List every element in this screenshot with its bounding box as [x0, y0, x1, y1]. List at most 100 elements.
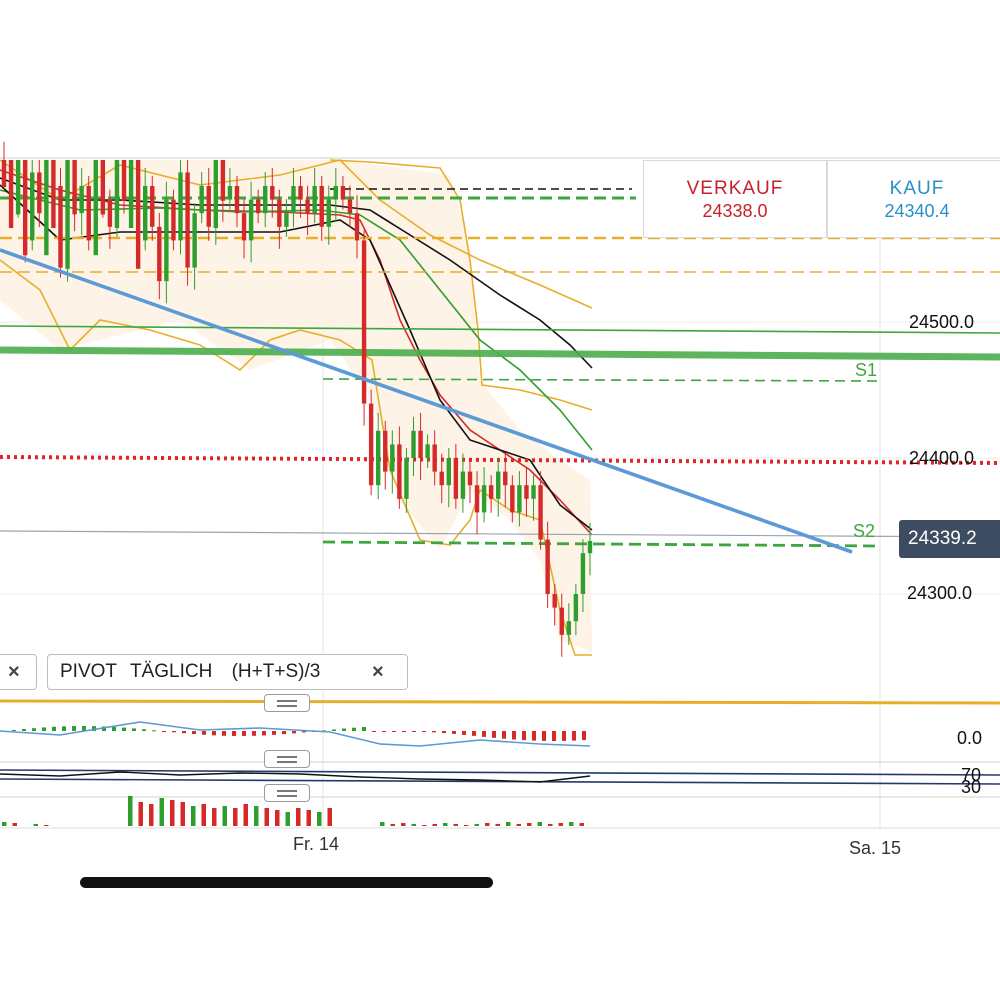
candle-body: [263, 186, 268, 214]
pivot-label: PIVOT: [60, 661, 117, 682]
volume-bar: [380, 822, 385, 826]
macd-histogram-bar: [32, 728, 36, 731]
trendline: [0, 248, 853, 554]
candle-body: [220, 160, 226, 201]
close-icon[interactable]: ×: [372, 661, 384, 683]
pivot-s1-line: [322, 378, 881, 382]
sell-quote-button[interactable]: VERKAUF 24338.0: [643, 160, 827, 238]
macd-histogram-bar: [152, 730, 156, 732]
panel-resize-handle[interactable]: [264, 750, 310, 768]
candle-body: [368, 403, 374, 486]
volume-bar: [527, 823, 532, 826]
macd-histogram-bar: [532, 731, 536, 741]
macd-histogram-bar: [282, 731, 286, 735]
indicator-tag-collapsed[interactable]: ×: [0, 654, 37, 690]
candle-body: [460, 471, 466, 499]
candle-body: [121, 160, 127, 201]
candle-body: [255, 199, 261, 214]
volume-bar: [44, 825, 49, 826]
macd-histogram-bar: [382, 731, 386, 732]
volume-bar: [128, 796, 133, 826]
volume-bar: [159, 798, 164, 826]
candle-body: [312, 186, 317, 214]
macd-histogram-bar: [552, 731, 556, 741]
bollinger-upper-2: [329, 159, 593, 411]
candle-body: [171, 199, 176, 241]
volume-bar: [264, 808, 269, 826]
volume-bar: [12, 823, 17, 826]
volume-bar: [138, 802, 143, 826]
candle-body: [164, 199, 169, 282]
candle-body: [241, 213, 247, 241]
volume-bar: [212, 808, 217, 826]
candle-body: [587, 540, 593, 554]
candle-body: [580, 553, 586, 594]
y-tick-label: 24300.0: [907, 583, 973, 603]
macd-histogram-bar: [82, 726, 86, 731]
volume-bar: [411, 824, 416, 826]
volume-bar: [2, 822, 7, 826]
candle-body: [178, 172, 183, 241]
macd-histogram-bar: [562, 731, 566, 741]
candle-body: [135, 160, 141, 269]
volume-bar: [149, 804, 154, 826]
macd-histogram-bar: [292, 731, 296, 734]
macd-histogram-bar: [352, 727, 356, 731]
candle-body: [15, 160, 21, 215]
macd-histogram-bar: [392, 731, 396, 732]
candle-body: [326, 199, 331, 227]
panel-resize-handle[interactable]: [264, 694, 310, 712]
volume-bar: [495, 824, 500, 826]
candle-body: [340, 186, 346, 200]
macd-histogram-bar: [472, 731, 476, 736]
candle-body: [439, 471, 444, 486]
volume-bar: [537, 822, 542, 826]
candle-body: [432, 444, 437, 472]
buy-quote-button[interactable]: KAUF 24340.4: [827, 160, 1000, 238]
close-icon[interactable]: ×: [8, 661, 20, 683]
pivot-indicator-tag[interactable]: PIVOT TÄGLICH (H+T+S)/3 ×: [47, 654, 408, 690]
candle-body: [496, 471, 501, 499]
candle-body: [390, 444, 395, 472]
ema-slow-line: [0, 177, 593, 369]
volume-bar: [548, 824, 553, 826]
macd-histogram-bar: [22, 729, 26, 731]
candle-body: [467, 471, 473, 486]
candle-body: [566, 621, 572, 635]
macd-histogram-bar: [412, 731, 416, 732]
macd-histogram-bar: [52, 726, 56, 731]
volume-bar: [327, 808, 332, 826]
candle-body: [37, 172, 42, 214]
candle-body: [284, 213, 289, 227]
rsi-upper-band: [0, 769, 1000, 776]
candle-body: [227, 186, 233, 200]
candle-body: [185, 172, 190, 268]
macd-histogram-bar: [102, 726, 106, 731]
volume-bar: [485, 823, 490, 826]
candle-body: [524, 485, 529, 499]
volume-bar: [285, 812, 290, 826]
macd-histogram-bar: [222, 731, 226, 736]
candle-body: [150, 186, 155, 227]
macd-histogram-bar: [42, 727, 46, 731]
candle-body: [425, 444, 430, 458]
volume-bar: [474, 824, 479, 826]
candle-body: [192, 213, 197, 268]
candle-body: [213, 160, 219, 228]
macd-histogram-bar: [252, 731, 256, 736]
macd-histogram-bar: [112, 726, 116, 731]
candle-body: [517, 485, 522, 513]
candle-body: [30, 172, 35, 241]
support-line-thin: [0, 325, 1000, 334]
bollinger-lower: [0, 259, 592, 656]
macd-histogram-bar: [172, 731, 176, 733]
pivot-period: TÄGLICH: [129, 661, 213, 682]
candle-body: [143, 186, 148, 241]
volume-bar: [453, 824, 458, 826]
candle-body: [86, 186, 91, 241]
macd-signal-line: [0, 721, 591, 747]
macd-histogram-bar: [422, 731, 426, 732]
panel-resize-handle[interactable]: [264, 784, 310, 802]
